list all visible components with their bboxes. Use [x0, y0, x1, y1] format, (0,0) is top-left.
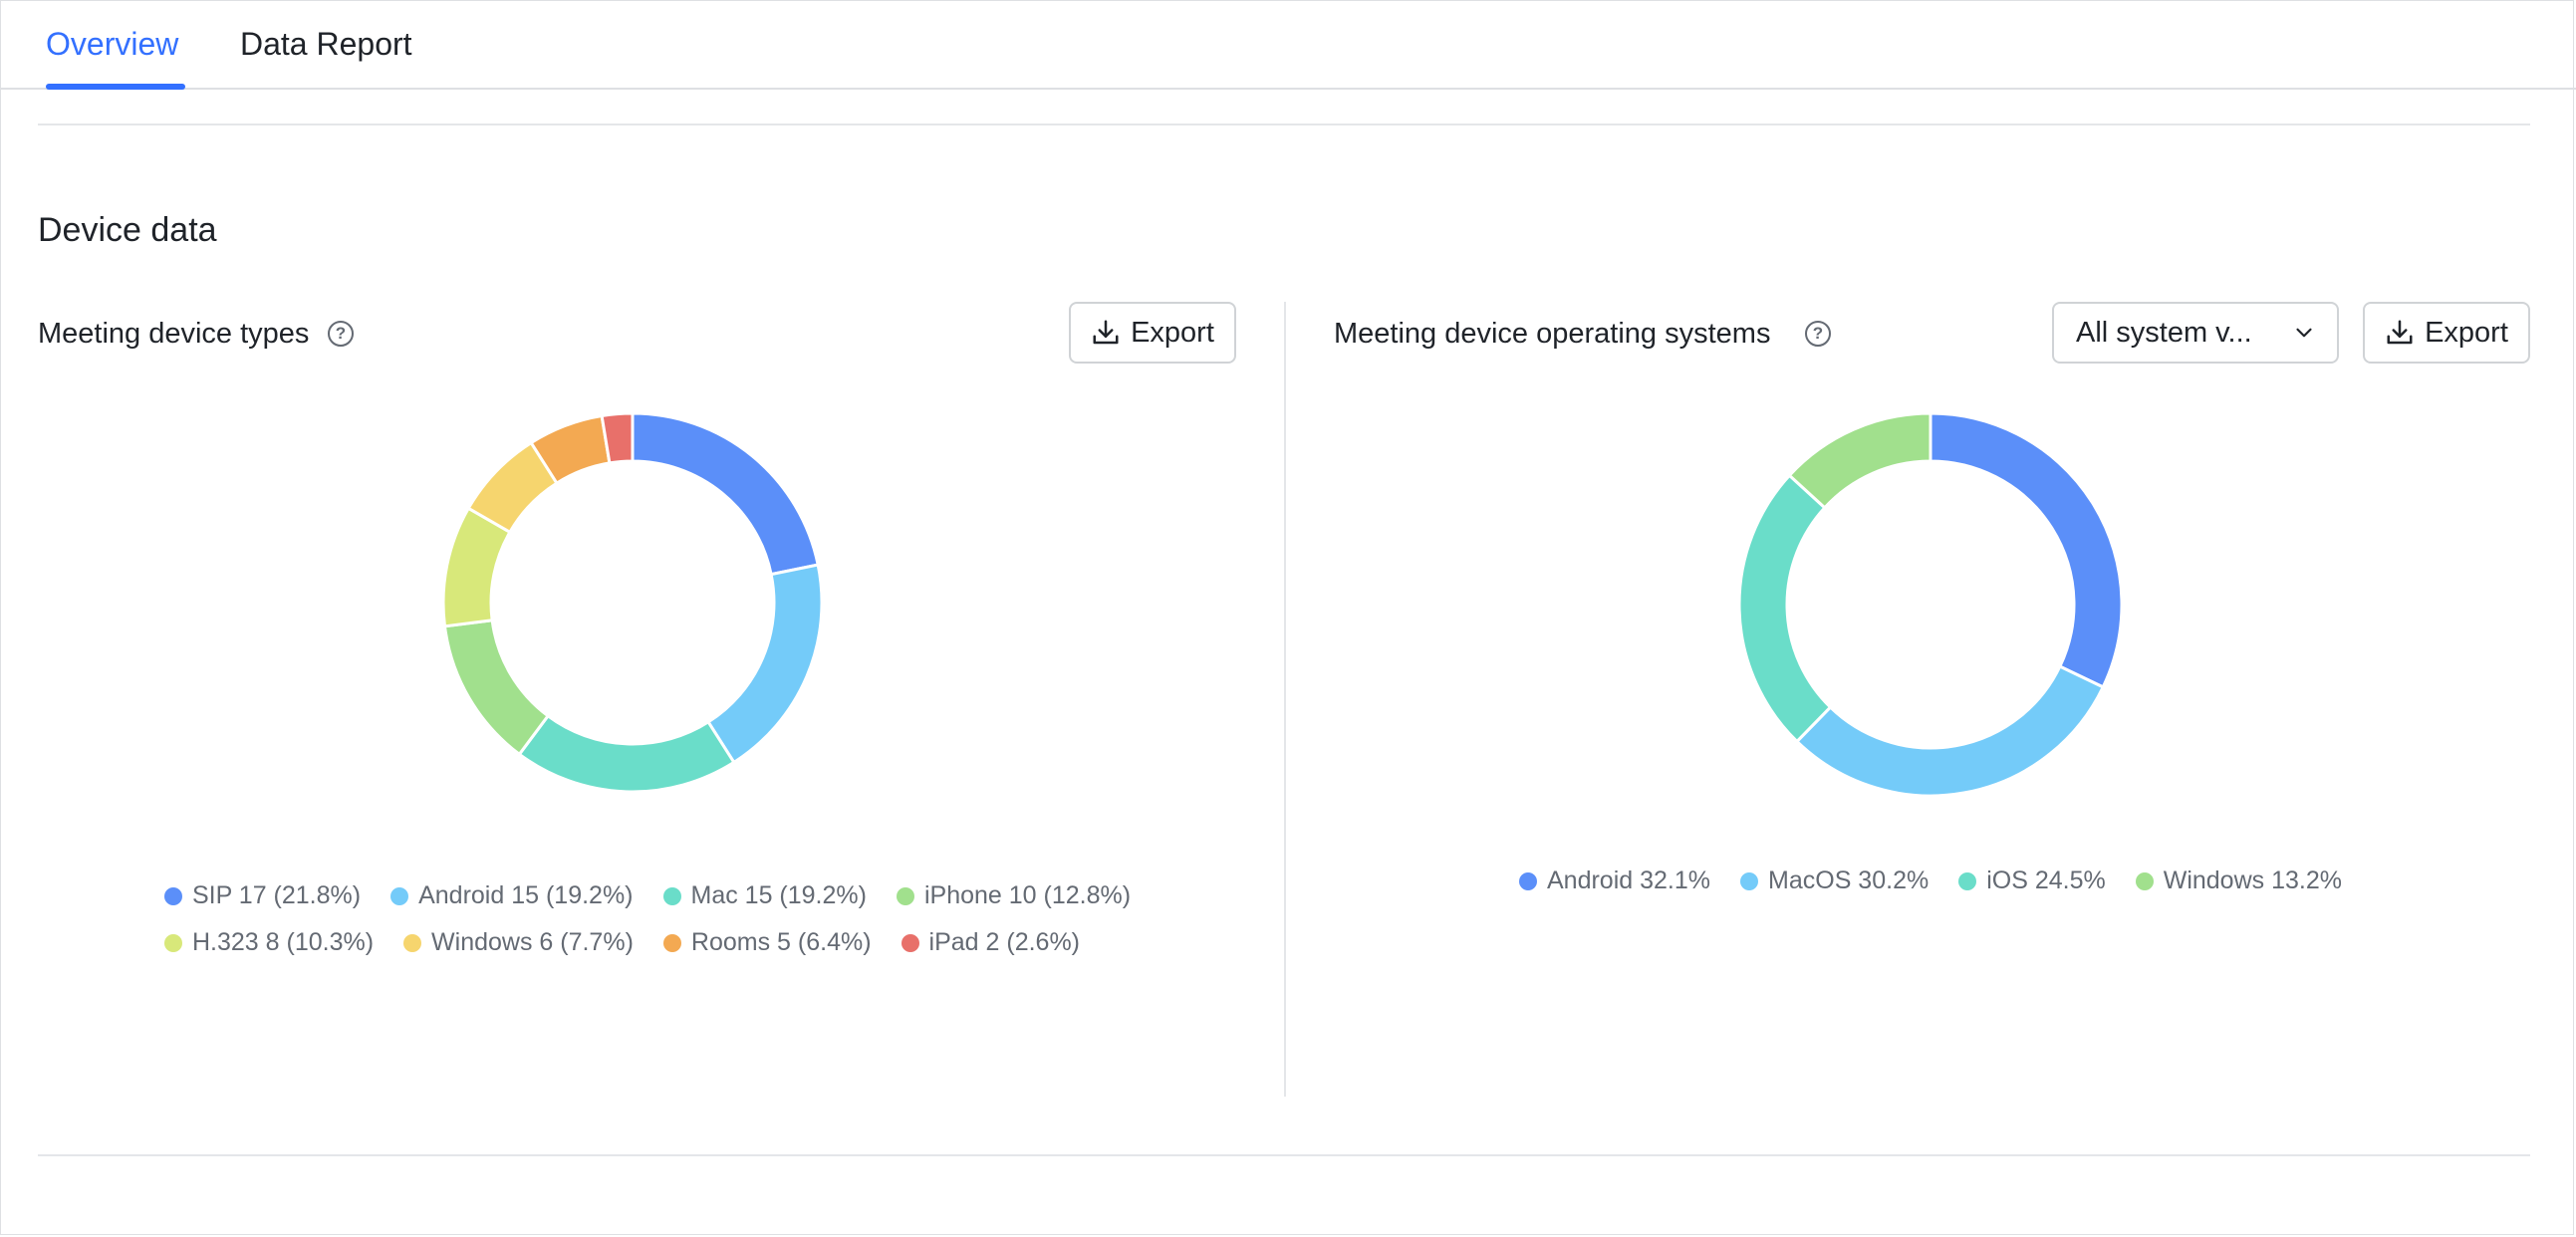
device-os-title: Meeting device operating systems [1334, 318, 1771, 350]
legend-dot [1740, 871, 1759, 890]
legend-label: Android 32.1% [1547, 866, 1711, 894]
legend-dot [662, 886, 681, 905]
legend-item-mac[interactable]: Mac 15 (19.2%) [662, 881, 867, 910]
legend-row: H.323 8 (10.3%) Windows 6 (7.7%) Rooms 5 (… [164, 928, 1080, 957]
legend-label: iPad 2 (2.6%) [928, 928, 1080, 956]
export-label: Export [1131, 316, 1214, 349]
donut-slice-macos[interactable] [1794, 664, 2106, 798]
download-icon [2387, 320, 2413, 345]
bottom-divider [38, 1154, 2530, 1156]
legend-row: SIP 17 (21.8%) Android 15 (19.2%) Mac 15 (… [164, 881, 1131, 910]
active-tab-indicator [46, 84, 185, 90]
system-version-select[interactable]: All system v... [2052, 302, 2339, 364]
tab-overview[interactable]: Overview [46, 26, 179, 62]
legend-label: Windows 13.2% [2163, 866, 2342, 894]
legend-dot [403, 933, 422, 952]
donut-slice-android[interactable] [706, 563, 824, 765]
tab-data-report[interactable]: Data Report [240, 26, 412, 62]
legend-label: Windows 6 (7.7%) [431, 928, 634, 956]
legend-label: iPhone 10 (12.8%) [923, 881, 1132, 909]
question-circle-icon[interactable]: ? [1805, 321, 1831, 347]
panel-divider [1284, 302, 1286, 1097]
donut-slice-ios[interactable] [1737, 473, 1833, 744]
legend-label: Android 15 (19.2%) [418, 881, 634, 909]
legend-dot [390, 886, 409, 905]
donut-slice-ipad[interactable] [600, 411, 635, 465]
legend-dot [164, 886, 182, 905]
legend-dot [662, 933, 681, 952]
export-device-os-button[interactable]: Export [2363, 302, 2530, 364]
legend-dot [896, 886, 914, 905]
legend-item-windows[interactable]: Windows 13.2% [2135, 866, 2342, 895]
device-os-donut-chart [1737, 411, 2124, 798]
export-label: Export [2425, 316, 2508, 349]
legend-item-android[interactable]: Android 15 (19.2%) [390, 881, 634, 910]
donut-slice-sip[interactable] [631, 411, 820, 577]
legend-dot [1958, 871, 1977, 890]
legend-item-ipad[interactable]: iPad 2 (2.6%) [901, 928, 1080, 957]
donut-slice-iphone[interactable] [442, 618, 551, 757]
legend-row: Android 32.1% MacOS 30.2% iOS 24.5% Windows… [1519, 866, 2342, 895]
legend-label: Mac 15 (19.2%) [690, 881, 867, 909]
tab-bar: Overview Data Report [0, 0, 2576, 90]
chevron-down-icon [2296, 328, 2312, 338]
question-circle-icon[interactable]: ? [328, 321, 354, 347]
export-device-types-button[interactable]: Export [1069, 302, 1236, 364]
legend-label: Rooms 5 (6.4%) [690, 928, 872, 956]
donut-slice-mac[interactable] [517, 713, 736, 794]
legend-dot [1519, 871, 1537, 890]
legend-dot [2135, 871, 2154, 890]
legend-label: iOS 24.5% [1986, 866, 2106, 894]
legend-dot [901, 933, 919, 952]
legend-label: SIP 17 (21.8%) [192, 881, 362, 909]
legend-item-windows[interactable]: Windows 6 (7.7%) [403, 928, 634, 957]
legend-item-iphone[interactable]: iPhone 10 (12.8%) [896, 881, 1132, 910]
select-value: All system v... [2076, 316, 2252, 349]
legend-item-rooms[interactable]: Rooms 5 (6.4%) [662, 928, 872, 957]
legend-item-sip[interactable]: SIP 17 (21.8%) [164, 881, 361, 910]
legend-dot [164, 933, 182, 952]
donut-slice-android[interactable] [1929, 411, 2124, 689]
legend-label: H.323 8 (10.3%) [192, 928, 375, 956]
device-types-donut-chart [441, 411, 824, 794]
legend-item-ios[interactable]: iOS 24.5% [1958, 866, 2106, 895]
legend-label: MacOS 30.2% [1768, 866, 1930, 894]
donut-slice-windows[interactable] [1787, 411, 1932, 510]
download-icon [1093, 320, 1119, 345]
legend-item-macos[interactable]: MacOS 30.2% [1740, 866, 1929, 895]
section-title: Device data [38, 211, 217, 249]
top-divider [38, 124, 2530, 125]
device-types-title: Meeting device types [38, 318, 310, 350]
legend-item-android[interactable]: Android 32.1% [1519, 866, 1710, 895]
legend-item-h-323[interactable]: H.323 8 (10.3%) [164, 928, 374, 957]
